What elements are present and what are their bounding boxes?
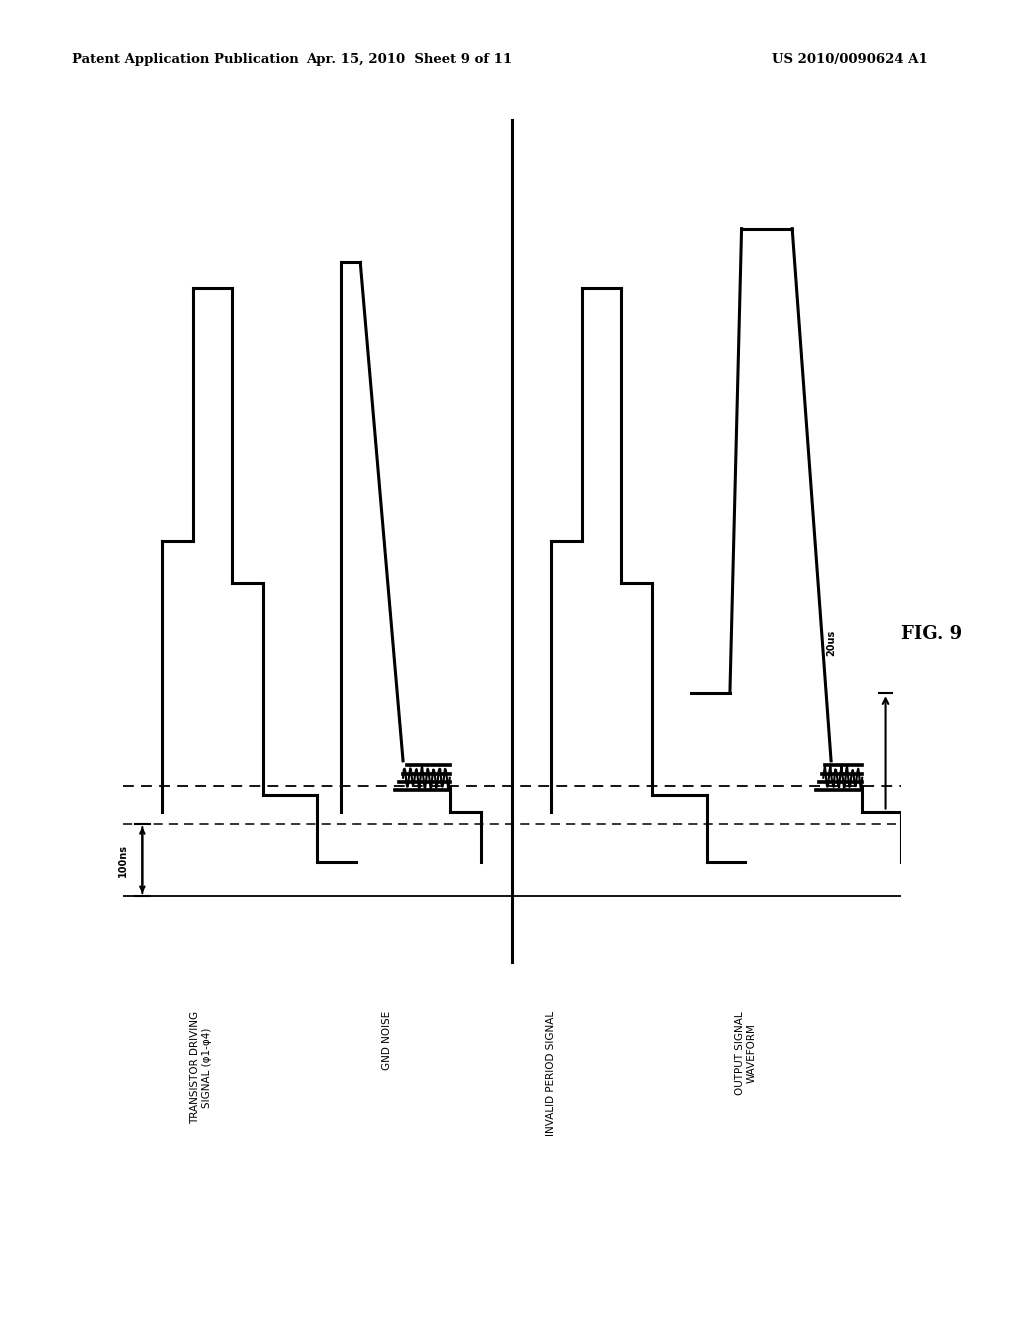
Text: US 2010/0090624 A1: US 2010/0090624 A1 [772,53,928,66]
Text: INVALID PERIOD SIGNAL: INVALID PERIOD SIGNAL [546,1011,556,1137]
Text: TRANSISTOR DRIVING
SIGNAL (φ1-φ4): TRANSISTOR DRIVING SIGNAL (φ1-φ4) [189,1011,212,1125]
Text: Apr. 15, 2010  Sheet 9 of 11: Apr. 15, 2010 Sheet 9 of 11 [306,53,513,66]
Text: Patent Application Publication: Patent Application Publication [72,53,298,66]
Text: 100ns: 100ns [118,843,128,876]
Text: FIG. 9: FIG. 9 [901,624,963,643]
Text: 20us: 20us [826,630,836,656]
Text: GND NOISE: GND NOISE [383,1011,392,1071]
Text: OUTPUT SIGNAL
WAVEFORM: OUTPUT SIGNAL WAVEFORM [734,1011,757,1094]
